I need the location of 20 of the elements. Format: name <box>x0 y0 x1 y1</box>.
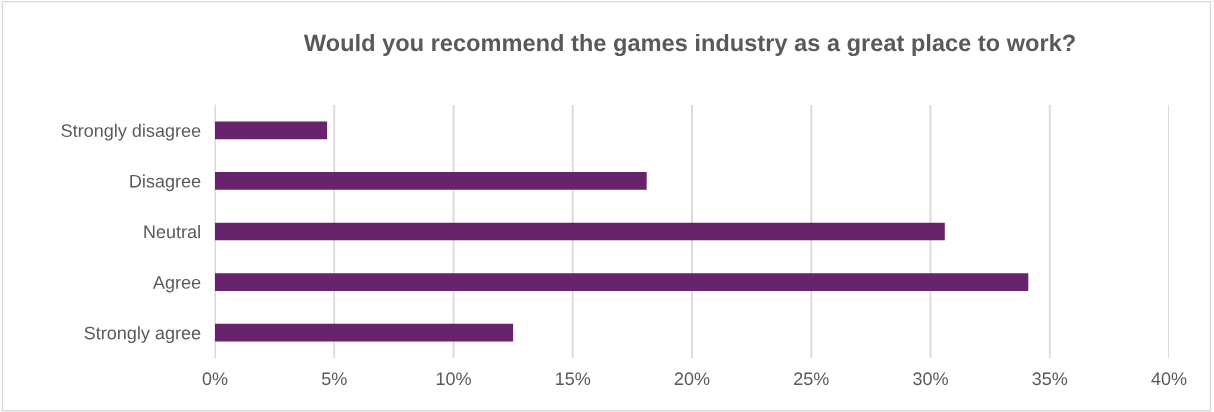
x-tick-label: 35% <box>1032 372 1068 386</box>
x-tick-label: 30% <box>913 372 948 386</box>
x-tick-label: 25% <box>794 372 829 386</box>
y-tick-label: Strongly disagree <box>61 123 201 141</box>
y-tick-label: Neutral <box>144 224 200 239</box>
x-tick-label: 10% <box>436 372 471 386</box>
x-tick-label: 5% <box>321 372 347 386</box>
y-tick-label: Agree <box>152 276 201 293</box>
bar <box>215 222 945 241</box>
y-tick-label: Strongly agree <box>84 326 201 343</box>
x-tick-label: 0% <box>202 372 228 386</box>
bar <box>215 172 647 190</box>
x-tick-label: 20% <box>674 372 710 386</box>
bar <box>215 273 1029 291</box>
chart-title: Would you recommend the games industry as a great place to work? <box>303 33 1075 57</box>
y-tick-label: Disagree <box>130 174 201 192</box>
x-tick-label: 40% <box>1151 372 1187 386</box>
bar <box>215 323 514 342</box>
x-tick-label: 15% <box>556 372 591 386</box>
bar <box>215 121 328 140</box>
